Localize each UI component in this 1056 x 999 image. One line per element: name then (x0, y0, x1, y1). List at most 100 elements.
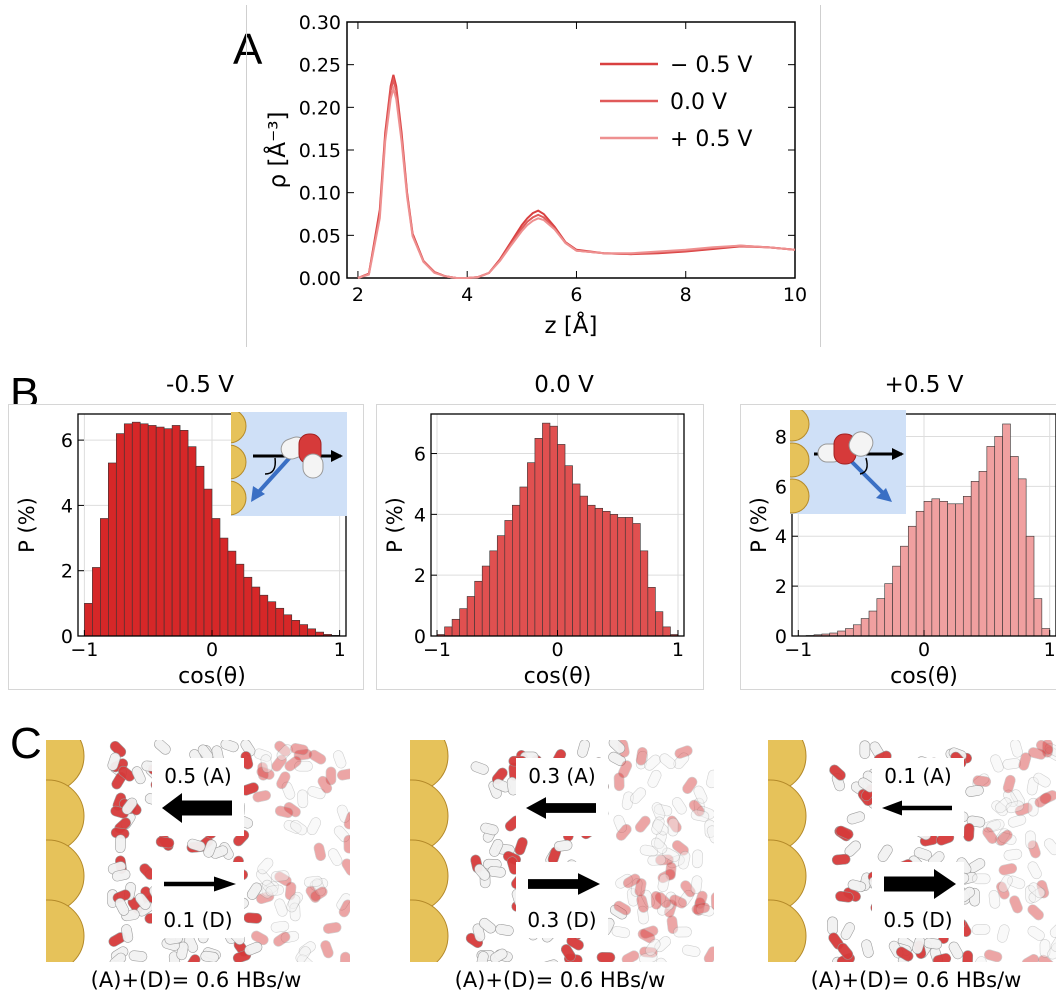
gold-atom-icon (410, 899, 449, 962)
water-molecule-icon (998, 874, 1013, 893)
water-molecule-icon (994, 828, 1010, 846)
water-molecule-icon (1018, 752, 1032, 771)
legend-label: 0.0 V (670, 90, 727, 115)
donor-box-zero: 0.3 (D) (516, 862, 608, 938)
water-molecule-icon (613, 900, 632, 916)
water-molecule-icon (310, 886, 328, 902)
water-molecule-icon (1034, 792, 1052, 808)
donor-box-pos: 0.5 (D) (872, 862, 964, 938)
water-molecule-icon (837, 942, 854, 960)
water-molecule-icon (1007, 814, 1027, 828)
water-molecule-icon (655, 854, 674, 866)
water-molecule-icon (336, 893, 350, 911)
water-molecule-icon (665, 861, 677, 881)
gold-atom-icon (790, 478, 810, 514)
gold-atom-icon (790, 410, 810, 442)
water-molecule-icon (327, 848, 343, 866)
water-molecule-icon (635, 750, 648, 770)
water-molecule-icon (1007, 875, 1026, 890)
water-molecule-icon (630, 878, 643, 897)
water-molecule-icon (1010, 740, 1023, 758)
water-molecule-icon (659, 753, 677, 770)
water-molecule-icon (630, 787, 647, 804)
inset-background (231, 412, 347, 516)
water-molecule-icon (289, 902, 301, 922)
normal-arrowhead-icon (331, 450, 343, 462)
x-tick-label: −1 (423, 639, 451, 661)
water-molecule-icon (895, 946, 914, 962)
water-molecule-icon (663, 899, 677, 918)
angle-arc-icon (859, 457, 868, 475)
water-molecule-icon (1010, 789, 1026, 807)
water-molecule-icon (336, 804, 350, 823)
water-molecule-icon (1042, 740, 1053, 758)
water-molecule-icon (1036, 879, 1050, 899)
water-molecule-icon (647, 769, 662, 788)
water-molecule-icon (962, 950, 974, 962)
water-molecule-icon (273, 931, 291, 947)
water-molecule-icon (270, 920, 290, 933)
water-molecule-icon (283, 802, 301, 818)
water-molecule-icon (653, 804, 673, 817)
acceptor-label: 0.3 (A) (528, 764, 596, 788)
water-molecule-icon (650, 891, 662, 910)
water-molecule-icon (690, 875, 703, 894)
water-molecule-icon (829, 764, 846, 781)
water-molecule-icon (489, 839, 504, 857)
water-molecule-icon (295, 946, 311, 962)
water-molecule-icon (131, 766, 146, 785)
water-molecule-icon (270, 870, 290, 882)
water-molecule-icon (982, 826, 998, 844)
water-molecule-icon (307, 786, 326, 800)
y-tick-label: 0.05 (299, 225, 341, 247)
water-molecule-icon (297, 954, 314, 962)
water-molecule-icon (553, 839, 573, 852)
water-molecule-icon (690, 809, 710, 822)
dipole-arrowhead-icon (251, 486, 265, 502)
y-tick-label: 0 (775, 626, 787, 648)
water-molecule-icon (640, 889, 655, 908)
series-line (357, 84, 796, 279)
dipole-arrow-icon (253, 452, 295, 498)
x-tick-label: 0 (918, 639, 930, 661)
x-tick-label: −1 (784, 639, 812, 661)
water-molecule-icon (540, 959, 559, 962)
water-molecule-icon (965, 784, 984, 797)
water-molecule-icon (859, 740, 871, 759)
water-molecule-icon (657, 873, 670, 893)
water-molecule-icon (680, 880, 696, 898)
water-molecule-icon (260, 754, 273, 773)
water-molecule-icon (257, 857, 274, 875)
water-molecule-icon (653, 830, 667, 849)
water-molecule-icon (256, 766, 275, 780)
water-molecule-icon (1003, 848, 1023, 861)
donor-label: 0.3 (D) (527, 908, 597, 932)
water-molecule-icon (474, 863, 490, 881)
histogram-title-zero: 0.0 V (534, 372, 594, 398)
acceptor-label: 0.5 (A) (164, 764, 232, 788)
dipole-arrow-icon (844, 454, 888, 498)
water-molecule-icon (303, 875, 323, 888)
water-molecule-icon (609, 904, 628, 920)
water-molecule-icon (293, 748, 313, 761)
water-molecule-icon (470, 761, 489, 775)
water-molecule-icon (666, 854, 685, 869)
water-molecule-icon (290, 819, 308, 836)
x-tick-label: 0 (206, 639, 218, 661)
y-tick-label: 2 (61, 561, 73, 583)
water-molecule-icon (256, 869, 272, 886)
water-molecule-icon (1025, 830, 1037, 850)
water-molecule-icon (280, 930, 300, 944)
donor-arrowhead-icon (578, 873, 600, 895)
water-molecule-icon (622, 873, 641, 889)
water-molecule-icon (637, 928, 656, 944)
water-molecule-icon (991, 800, 1009, 817)
gold-atom-icon (768, 899, 807, 962)
water-molecule-icon (613, 772, 625, 792)
water-molecule-icon (271, 754, 287, 772)
water-molecule-icon (185, 954, 201, 962)
water-molecule-icon (669, 894, 688, 909)
y-tick-label: 2 (775, 576, 787, 598)
water-molecule-icon (261, 879, 279, 896)
